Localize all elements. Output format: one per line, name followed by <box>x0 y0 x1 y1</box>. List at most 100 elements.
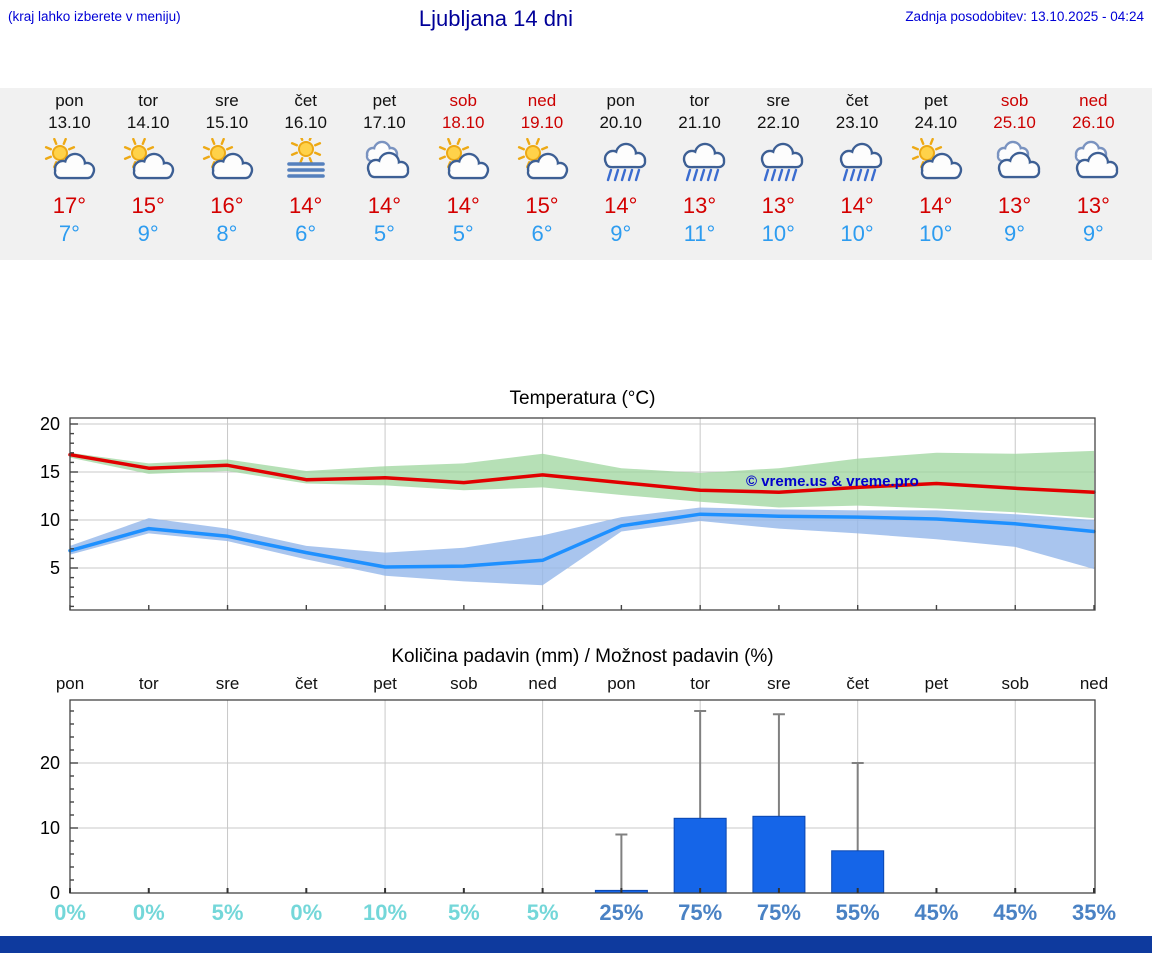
day-icon-wrap <box>424 137 503 190</box>
day-icon-wrap <box>818 138 897 190</box>
low-temp: 8° <box>216 221 238 246</box>
day-name: sre <box>766 91 791 110</box>
partly-cloudy-icon <box>45 137 96 180</box>
partly-cloudy-icon <box>911 137 962 180</box>
precip-probability: 5% <box>526 900 559 925</box>
forecast-day: pon 13.10 17° 7° <box>30 90 109 248</box>
day-date: 19.10 <box>520 113 564 132</box>
svg-text:10: 10 <box>40 510 60 530</box>
forecast-day: sre 22.10 13° 10° <box>739 90 818 248</box>
partly-cloudy-icon <box>517 137 569 180</box>
high-temp: 15° <box>131 193 165 218</box>
precip-bar <box>673 817 727 894</box>
day-name: ned <box>1079 91 1108 110</box>
day-date: 17.10 <box>363 113 406 132</box>
high-temp: 14° <box>604 193 638 218</box>
low-temp: 10° <box>761 221 795 246</box>
footer-bar <box>0 936 1152 953</box>
low-temp: 11° <box>683 221 716 246</box>
forecast-days-row: pon 13.10 17° 7° tor 14.10 15° 9° sre 15.10 16° 8° č… <box>30 90 1134 248</box>
fog-icon <box>286 133 325 178</box>
high-temp: 14° <box>289 193 323 218</box>
precip-day-label: sob <box>450 674 478 693</box>
precip-probability: 0% <box>132 900 165 925</box>
high-temp: 13° <box>1076 193 1110 218</box>
high-temp: 16° <box>210 193 244 218</box>
low-temp: 9° <box>1082 221 1104 246</box>
precip-probability: 75% <box>678 900 723 925</box>
day-name: sob <box>449 91 477 110</box>
precip-day-label: pet <box>924 674 949 693</box>
last-update-label: Zadnja posodobitev: 13.10.2025 - 04:24 <box>905 9 1144 24</box>
rain-icon <box>682 142 725 182</box>
day-icon-wrap <box>30 137 109 190</box>
low-temp: 5° <box>373 221 395 246</box>
day-name: pon <box>55 91 84 110</box>
day-date: 26.10 <box>1072 113 1115 132</box>
low-temp: 9° <box>1004 221 1026 246</box>
precip-probability: 35% <box>1071 900 1117 925</box>
day-icon-wrap <box>188 137 267 190</box>
precip-probability: 5% <box>447 900 480 925</box>
temp-chart-title: Temperatura (°C) <box>509 388 656 409</box>
day-date: 16.10 <box>284 113 327 132</box>
day-icon-wrap <box>345 138 424 190</box>
menu-hint: (kraj lahko izberete v meniju) <box>8 9 181 24</box>
day-date: 14.10 <box>126 113 170 132</box>
day-name: pon <box>606 91 635 110</box>
forecast-day: pet 24.10 14° 10° <box>896 90 975 248</box>
precip-day-label: pon <box>55 674 85 693</box>
precip-day-label: ned <box>1079 674 1109 693</box>
forecast-day: pet 17.10 14° 5° <box>345 90 424 248</box>
day-date: 24.10 <box>914 113 958 132</box>
day-date: 15.10 <box>205 113 249 132</box>
day-date: 25.10 <box>993 113 1036 132</box>
day-date: 13.10 <box>48 113 91 132</box>
precip-probability: 10% <box>363 900 408 925</box>
day-date: 23.10 <box>835 113 879 132</box>
precip-probability: 75% <box>756 900 801 925</box>
low-temp: 9° <box>610 221 632 246</box>
day-name: tor <box>689 91 710 110</box>
rain-icon <box>761 142 804 182</box>
high-temp: 14° <box>919 193 953 218</box>
high-temp: 15° <box>525 193 559 218</box>
day-name: pet <box>923 91 948 110</box>
high-temp: 13° <box>997 193 1032 218</box>
precip-day-label: čet <box>294 674 318 693</box>
partly-cloudy-icon <box>202 137 254 180</box>
day-icon-wrap <box>896 137 975 190</box>
high-temp: 13° <box>761 193 795 218</box>
high-temp: 13° <box>682 193 717 218</box>
low-temp: 7° <box>58 221 80 246</box>
high-temp: 17° <box>52 193 87 218</box>
cloudy-icon <box>996 140 1040 179</box>
partly-cloudy-icon <box>124 137 175 180</box>
precip-day-label: ned <box>528 674 557 693</box>
high-temp: 14° <box>446 193 480 218</box>
forecast-strip: pon 13.10 17° 7° tor 14.10 15° 9° sre 15.10 16° 8° č… <box>0 88 1152 260</box>
watermark-link[interactable]: © vreme.us & vreme.pro <box>746 473 919 490</box>
page-title: Ljubljana 14 dni <box>418 6 574 31</box>
cloudy-icon <box>1075 140 1119 179</box>
precip-chart-title: Količina padavin (mm) / Možnost padavin … <box>391 646 774 667</box>
precip-day-label: sre <box>215 674 240 693</box>
day-name: sob <box>1000 91 1029 110</box>
rain-icon <box>839 142 883 182</box>
low-temp: 9° <box>137 221 159 246</box>
day-icon-wrap <box>660 138 739 190</box>
day-name: čet <box>294 91 318 110</box>
forecast-day: ned 19.10 15° 6° <box>503 90 582 248</box>
cloudy-icon <box>366 140 410 179</box>
temperature-chart: 5 10 15 20 © vreme.us & vreme.pro <box>0 412 1152 618</box>
svg-text:15: 15 <box>40 462 60 482</box>
forecast-day: ned 26.10 13° 9° <box>1054 90 1133 248</box>
day-name: čet <box>845 91 869 110</box>
day-name: tor <box>138 91 159 110</box>
precip-bar <box>752 815 806 894</box>
low-temp: 10° <box>919 221 953 246</box>
forecast-day: sob 18.10 14° 5° <box>424 90 503 248</box>
forecast-day: sre 15.10 16° 8° <box>188 90 267 248</box>
svg-text:20: 20 <box>40 414 60 434</box>
